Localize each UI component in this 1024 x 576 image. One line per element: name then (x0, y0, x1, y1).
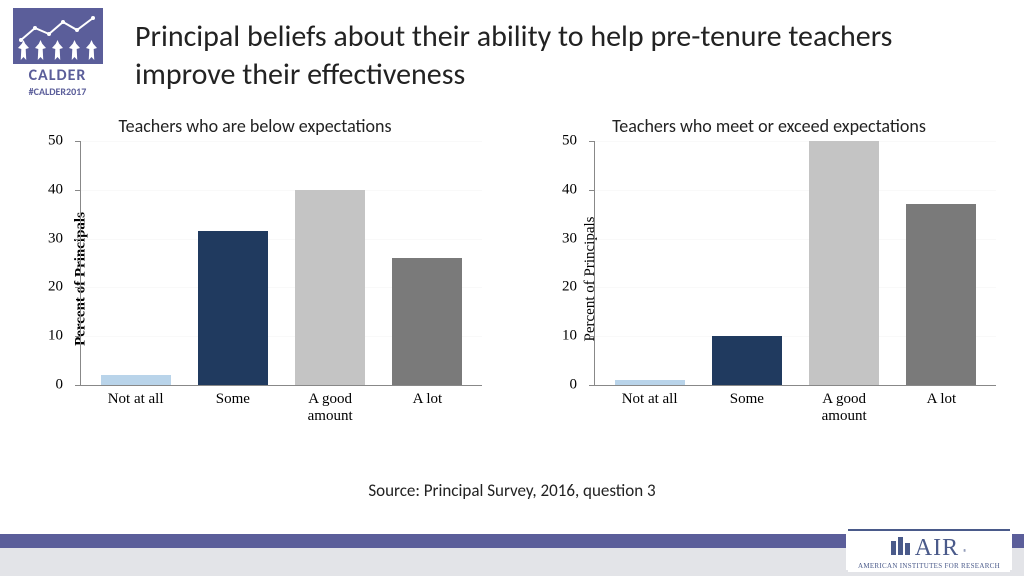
ytick-label: 0 (56, 377, 64, 394)
air-logo: AIR ® American Institutes for Research (848, 529, 1010, 572)
bar (809, 141, 879, 385)
xcategory-label: A lot (369, 391, 486, 408)
calder-brand-text: CALDER (29, 66, 87, 85)
ytick-mark (75, 385, 81, 386)
calder-logo-box (13, 8, 103, 64)
calder-hashtag: #CALDER2017 (29, 85, 87, 98)
bar (198, 231, 268, 385)
ytick-label: 10 (562, 328, 577, 345)
bar (392, 258, 462, 385)
ytick-label: 0 (570, 377, 578, 394)
ytick-mark (589, 385, 595, 386)
bar (615, 380, 685, 385)
air-logo-text: AIR (915, 535, 959, 562)
xcategory-label: A lot (883, 391, 1000, 408)
calder-logo: CALDER #CALDER2017 (10, 8, 105, 98)
bar-slot: A goodamount (282, 141, 379, 385)
bars-group: Not at allSomeA goodamountA lot (81, 141, 482, 385)
bar-slot: Not at all (87, 141, 184, 385)
ytick-label: 30 (562, 230, 577, 247)
logo-figures-icon (18, 40, 97, 60)
ytick-label: 50 (48, 133, 63, 150)
slide-title: Principal beliefs about their ability to… (135, 18, 984, 93)
charts-row: Teachers who are below expectations Perc… (18, 115, 1006, 445)
chart-left-title: Teachers who are below expectations (18, 115, 492, 137)
ytick-label: 50 (562, 133, 577, 150)
ytick-label: 10 (48, 328, 63, 345)
bar (906, 204, 976, 385)
bar-slot: A lot (379, 141, 476, 385)
ytick-label: 40 (562, 181, 577, 198)
bar-slot: A goodamount (796, 141, 893, 385)
bars-group: Not at allSomeA goodamountA lot (595, 141, 996, 385)
chart-left-panel: Teachers who are below expectations Perc… (18, 115, 492, 445)
bar-slot: Some (698, 141, 795, 385)
bar (712, 336, 782, 385)
bar-slot: A lot (893, 141, 990, 385)
bar (101, 375, 171, 385)
air-registered-icon: ® (963, 548, 967, 558)
bar-slot: Some (184, 141, 281, 385)
ytick-label: 20 (48, 279, 63, 296)
bar-slot: Not at all (601, 141, 698, 385)
chart-right-title: Teachers who meet or exceed expectations (532, 115, 1006, 137)
ytick-label: 20 (562, 279, 577, 296)
ytick-label: 30 (48, 230, 63, 247)
air-columns-icon (891, 535, 911, 555)
chart-left-plot: Percent of Principals 01020304050Not at … (18, 141, 492, 416)
bar (295, 190, 365, 385)
source-citation: Source: Principal Survey, 2016, question… (0, 480, 1024, 501)
air-logo-subtitle: American Institutes for Research (858, 562, 1000, 570)
ytick-label: 40 (48, 181, 63, 198)
chart-right-panel: Teachers who meet or exceed expectations… (532, 115, 1006, 445)
chart-right-plot: Percent of Principals 01020304050Not at … (532, 141, 1006, 416)
